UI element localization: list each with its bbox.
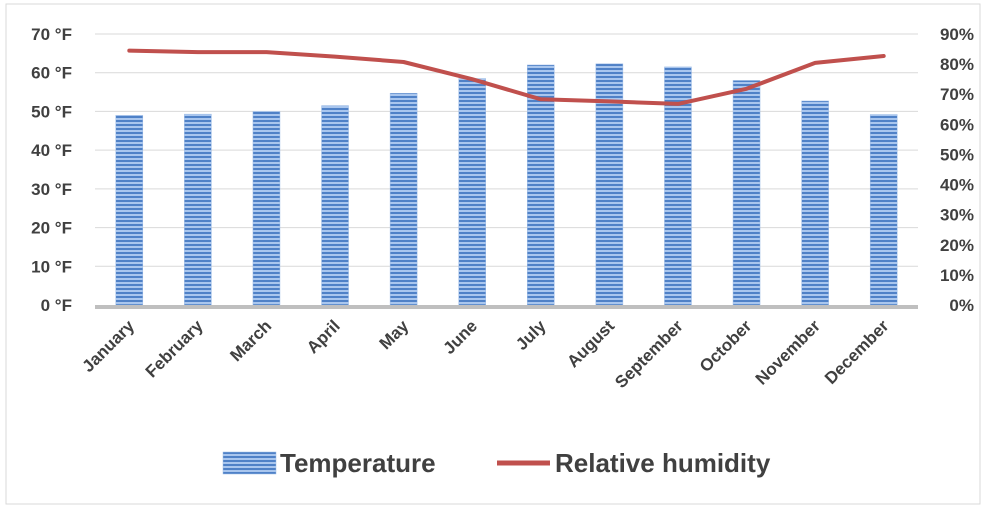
humidity-series-line <box>127 48 886 106</box>
temperature-bar-august <box>595 63 624 306</box>
right-tick-label: 60% <box>940 115 974 134</box>
right-tick-label: 80% <box>940 55 974 74</box>
right-tick-label: 50% <box>940 145 974 164</box>
right-y-axis-ticks: 0% 10% 20% 30% 40% 50% 60% 70% 80% 90% <box>940 25 974 315</box>
temperature-bar-september <box>664 66 692 306</box>
left-tick-label: 40 °F <box>31 141 72 160</box>
chart-border <box>5 3 981 505</box>
temperature-bars <box>115 63 898 306</box>
temperature-bar-may <box>389 92 418 306</box>
left-y-axis-ticks: 0 °F 10 °F 20 °F 30 °F 40 °F 50 °F 60 °F 70 °F <box>31 25 72 315</box>
right-tick-label: 20% <box>940 236 974 255</box>
temperature-bar-july <box>527 64 555 306</box>
temperature-bar-april <box>321 105 349 306</box>
left-tick-label: 0 °F <box>41 296 72 315</box>
legend: Temperature Relative humidity <box>222 448 771 478</box>
left-tick-label: 50 °F <box>31 102 72 121</box>
legend-temperature-swatch <box>222 451 277 475</box>
temperature-bar-february <box>184 113 212 306</box>
left-tick-label: 10 °F <box>31 257 72 276</box>
legend-humidity-label: Relative humidity <box>555 448 771 478</box>
legend-temperature-label: Temperature <box>280 448 436 478</box>
right-tick-label: 10% <box>940 266 974 285</box>
right-tick-label: 0% <box>949 296 974 315</box>
temperature-bar-october <box>732 80 761 306</box>
temperature-bar-march <box>252 111 281 306</box>
left-tick-label: 30 °F <box>31 180 72 199</box>
right-tick-label: 90% <box>940 25 974 44</box>
humidity-line <box>127 48 886 106</box>
left-tick-label: 60 °F <box>31 64 72 83</box>
temperature-bar-january <box>115 115 144 306</box>
left-tick-label: 20 °F <box>31 219 72 238</box>
x-axis-line <box>95 305 918 309</box>
right-tick-label: 30% <box>940 206 974 225</box>
x-axis <box>95 305 918 309</box>
gridlines <box>95 33 918 267</box>
temperature-bar-december <box>869 114 898 306</box>
right-tick-label: 40% <box>940 176 974 195</box>
temperature-bar-june <box>458 78 486 306</box>
temperature-bar-november <box>801 100 829 306</box>
right-tick-label: 70% <box>940 85 974 104</box>
left-tick-label: 70 °F <box>31 25 72 44</box>
